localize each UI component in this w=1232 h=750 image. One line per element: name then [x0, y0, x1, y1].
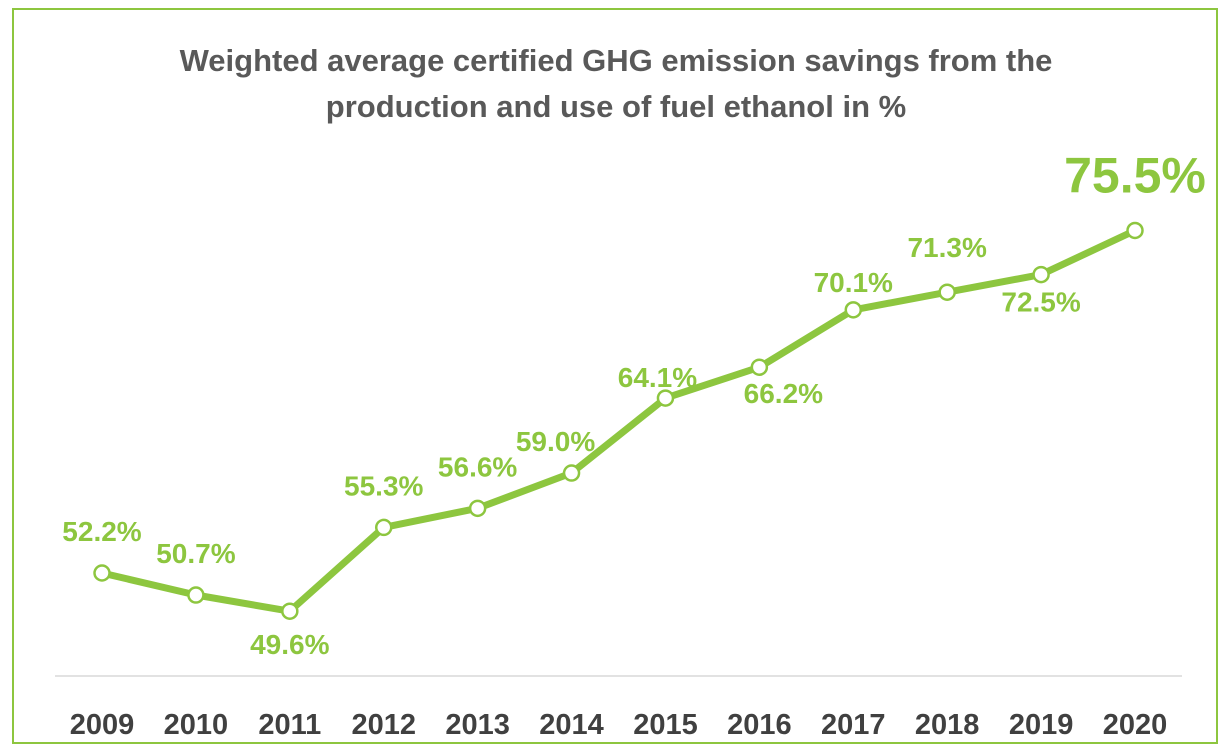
data-label-2012: 55.3%	[344, 470, 423, 501]
data-label-2010: 50.7%	[156, 538, 235, 569]
plot-layer	[93, 221, 1144, 620]
data-label-2016: 66.2%	[744, 378, 823, 409]
x-tick-label-2018: 2018	[915, 709, 980, 741]
data-point-2017	[844, 301, 863, 319]
x-tick-label-2011: 2011	[258, 709, 321, 741]
data-label-2014: 59.0%	[516, 426, 595, 457]
data-label-2017: 70.1%	[814, 267, 893, 298]
chart-frame	[12, 8, 1218, 744]
x-tick-label-2016: 2016	[727, 709, 792, 741]
data-point-2013	[468, 499, 487, 518]
data-label-2015: 64.1%	[618, 362, 697, 393]
data-point-2010	[187, 586, 205, 604]
data-point-2019	[1032, 265, 1050, 284]
data-label-2018: 71.3%	[907, 232, 986, 263]
x-tick-label-2010: 2010	[164, 709, 229, 741]
x-tick-label-2017: 2017	[821, 709, 886, 741]
data-label-2009: 52.2%	[62, 516, 141, 547]
data-label-2013: 56.6%	[438, 451, 517, 482]
x-tick-label-2012: 2012	[351, 709, 416, 741]
data-labels: 52.2% 50.7% 49.6% 55.3% 56.6%59.0% 64.1% 66.2%…	[62, 147, 1206, 660]
chart-title-line-1: Weighted average certified GHG emission …	[179, 43, 1053, 78]
data-label-2019: 72.5%	[1001, 287, 1080, 318]
data-point-2016	[750, 358, 769, 376]
data-point-2014	[562, 464, 581, 482]
series-line	[98, 227, 1139, 615]
x-tick-label-2020: 2020	[1103, 709, 1168, 741]
chart-title-line-2: production and use of fuel ethanol in %	[325, 89, 907, 124]
chart-title: Weighted average certified GHG emission …	[0, 38, 1232, 130]
x-tick-label-2013: 2013	[445, 709, 510, 741]
data-label-2020: 75.5%	[1064, 147, 1206, 203]
x-tick-label-2009: 2009	[70, 709, 135, 741]
data-point-2011	[281, 602, 299, 620]
data-label-2011: 49.6%	[250, 629, 329, 660]
x-tick-labels: 2009 2010 2011 2012 2013 2014 2015 2016 2017 2018…	[70, 709, 1168, 741]
data-point-2009	[93, 564, 111, 582]
x-tick-label-2019: 2019	[1009, 709, 1074, 741]
x-tick-label-2015: 2015	[633, 709, 698, 741]
data-point-2015	[656, 389, 675, 407]
data-point-2020	[1126, 221, 1144, 240]
x-tick-label-2014: 2014	[539, 709, 604, 741]
data-point-2012	[374, 518, 393, 537]
data-point-2018	[938, 283, 956, 301]
